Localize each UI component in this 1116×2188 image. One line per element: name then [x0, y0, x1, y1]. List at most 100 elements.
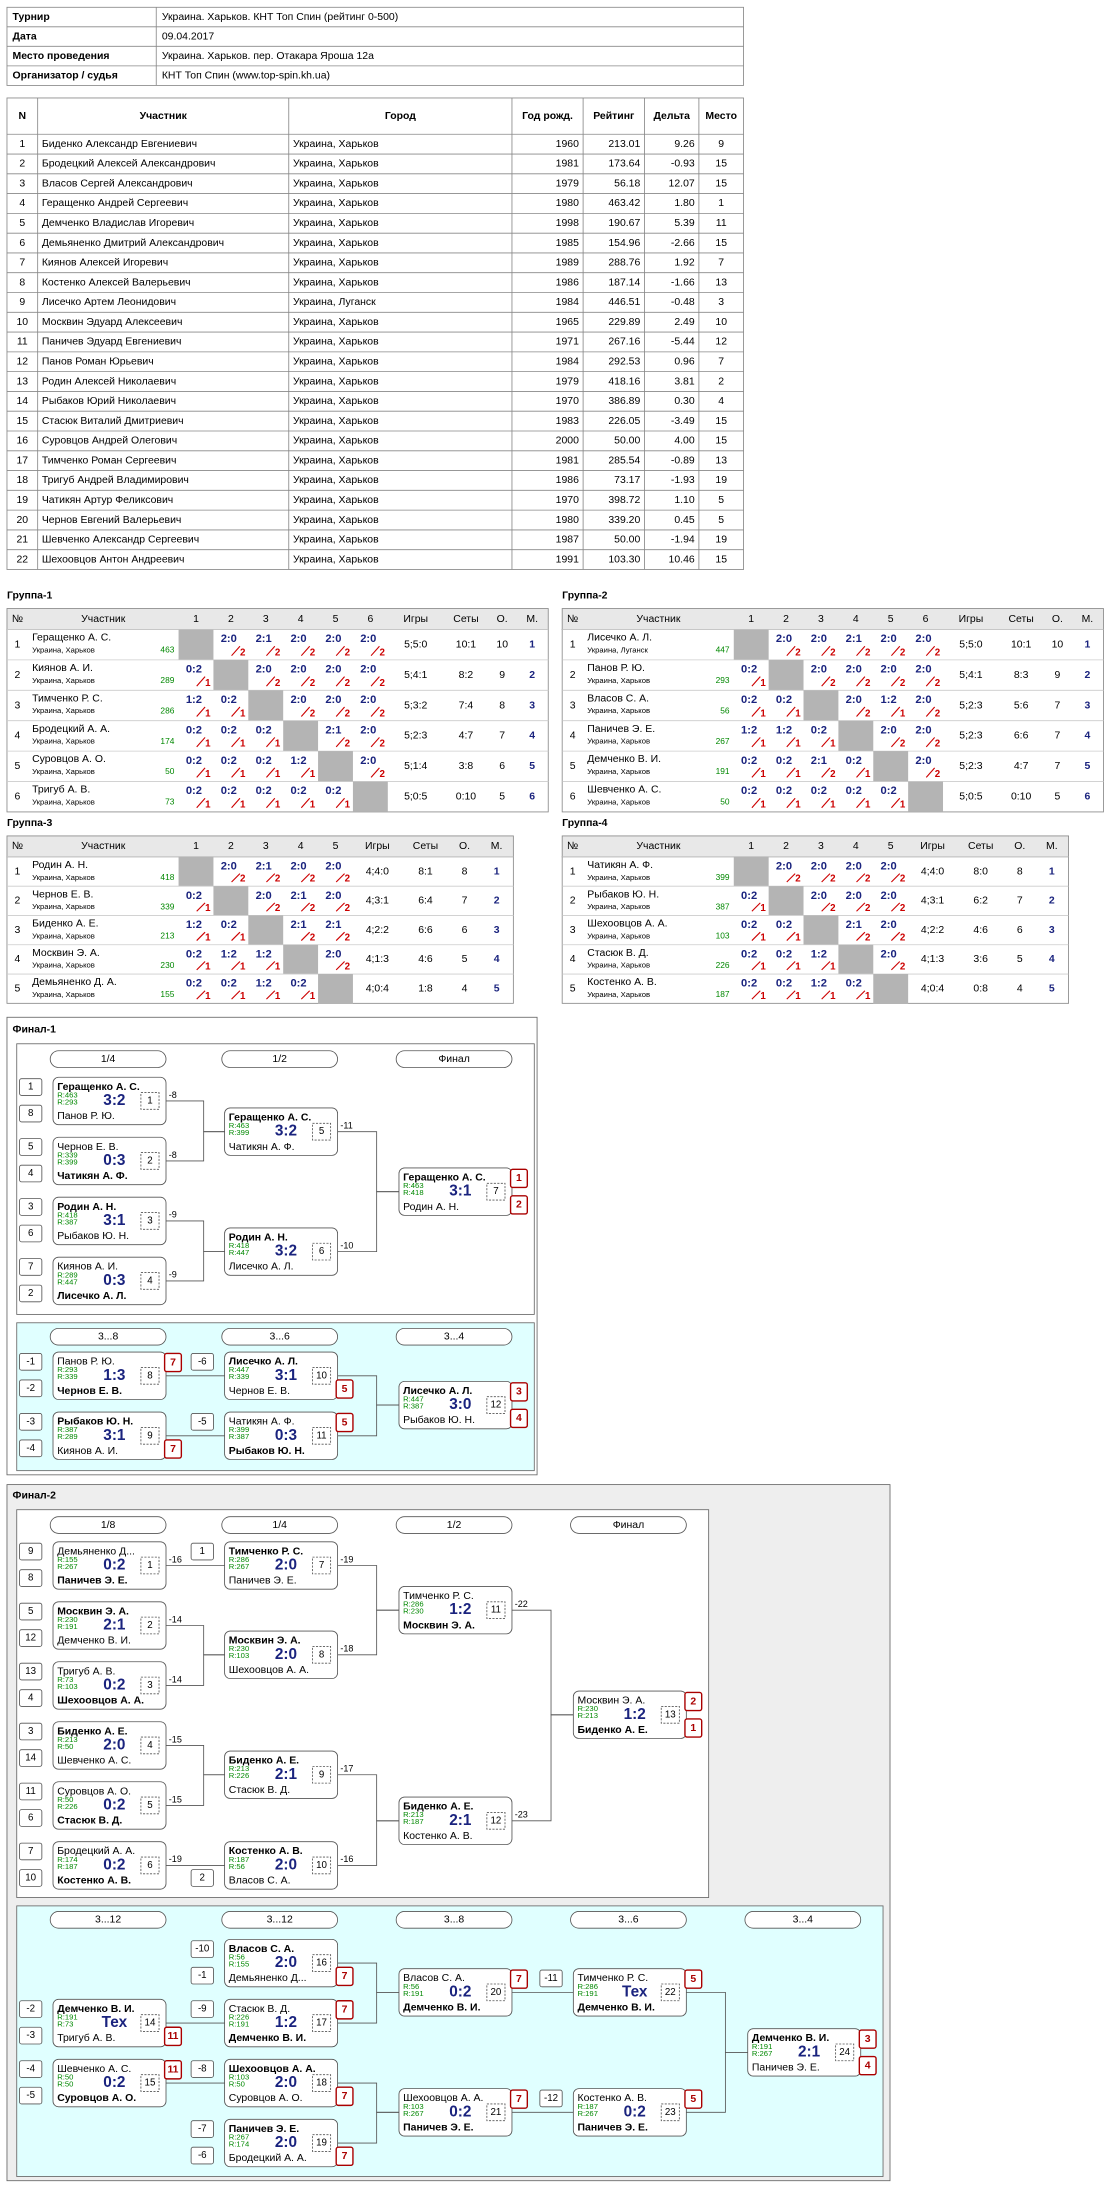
- match-number-box: [312, 2134, 332, 2152]
- player-rating: R:289: [57, 1432, 77, 1441]
- column-header: 3: [263, 841, 269, 852]
- match-score: 0:2: [741, 919, 757, 931]
- seed-box: [190, 1940, 214, 1958]
- score-slash: [890, 676, 901, 687]
- match-box: [398, 2088, 513, 2137]
- match-score: 2:1: [811, 755, 827, 767]
- seed: -10: [195, 1944, 210, 1955]
- match-score: 0:2: [256, 785, 272, 797]
- player-name: Шехоовцов А. А.: [229, 1665, 309, 1676]
- table-cell: -1.94: [671, 535, 695, 546]
- column-header: Игры: [920, 841, 945, 852]
- match-score: 0:2: [624, 2103, 646, 2120]
- group-points: 9: [1054, 670, 1060, 681]
- seed: -3: [26, 1416, 35, 1427]
- group-games: 4;3:1: [921, 896, 944, 907]
- empty-cell: [908, 781, 944, 812]
- player-name: Паничев Э. Е.: [752, 2062, 820, 2073]
- score-slash: [335, 706, 345, 717]
- match-score: Тех: [102, 2014, 128, 2031]
- table-cell: Украина, Луганск: [293, 297, 376, 308]
- seed-box: [19, 2086, 43, 2105]
- seed-box: [190, 1966, 214, 1985]
- match-number: 11: [316, 1430, 326, 1441]
- match-score: 2:1: [256, 861, 272, 873]
- match-box: [52, 1841, 167, 1890]
- score-slash: [821, 645, 831, 657]
- player-rating: R:191: [403, 1989, 423, 1998]
- place-box: [509, 1195, 529, 1215]
- table-cell: Украина, Харьков: [293, 535, 379, 546]
- player-name: Геращенко А. С.: [32, 633, 111, 644]
- loser-destination: -14: [169, 1674, 182, 1684]
- score-slash: [370, 706, 380, 717]
- place-box: [163, 2026, 183, 2047]
- table-cell: 15: [16, 416, 28, 427]
- match-number: 9: [147, 1430, 152, 1441]
- group-place: 2: [494, 896, 500, 907]
- player-rating: 50: [720, 797, 730, 807]
- match-points: 2: [900, 739, 906, 750]
- match-points: 2: [900, 874, 906, 885]
- score-slash: [751, 902, 761, 912]
- match-score: 2:0: [360, 694, 376, 706]
- match-score: 1:2: [741, 724, 757, 736]
- match-score: 2:0: [290, 694, 306, 706]
- player-name: Бродецкий А. А.: [32, 724, 110, 735]
- table-cell: 1986: [556, 475, 579, 486]
- match-points: 2: [865, 874, 871, 885]
- place-box: [509, 2089, 529, 2109]
- group-place: 6: [1084, 791, 1090, 802]
- row-number: 2: [570, 896, 576, 907]
- column-header: 2: [783, 841, 789, 852]
- match-score: 1:2: [186, 694, 202, 706]
- match-points: 2: [240, 874, 246, 885]
- player-rating: R:463: [229, 1121, 249, 1130]
- match-score: 0:2: [741, 755, 757, 767]
- empty-cell: [178, 856, 214, 887]
- player-name: Панов Р. Ю.: [57, 1111, 115, 1122]
- player-rating: R:387: [57, 1425, 77, 1434]
- match-score: 0:2: [103, 1557, 125, 1574]
- score-slash: [335, 931, 345, 941]
- player-name: Бродецкий А. А.: [57, 1846, 135, 1857]
- score-slash: [821, 990, 831, 1000]
- empty-cell: [213, 886, 249, 916]
- table-cell: Биденко Александр Евгениевич: [42, 139, 197, 150]
- player-name: Шехоовцов А. А.: [57, 1696, 144, 1707]
- match-points: 2: [345, 962, 351, 973]
- column-header: Дельта: [653, 111, 690, 122]
- table-cell: 14: [16, 396, 28, 407]
- player-rating: R:267: [229, 1562, 249, 1571]
- match-score: 1:2: [881, 694, 897, 706]
- table-cell: 4: [19, 198, 25, 209]
- table-cell: 386.89: [608, 396, 640, 407]
- match-points: 2: [345, 739, 351, 750]
- player-name: Демьяненко Д...: [57, 1546, 135, 1557]
- match-points: 2: [310, 932, 316, 943]
- match-points: 1: [205, 708, 211, 719]
- match-number-box: [660, 2103, 680, 2122]
- match-score: 1:2: [275, 2014, 297, 2031]
- player-rating: R:103: [403, 2102, 423, 2111]
- group-place: 4: [1049, 954, 1055, 965]
- player-name: Родин А. Н.: [32, 860, 88, 871]
- table-cell: Украина, Харьков: [293, 178, 379, 189]
- match-score: 0:3: [103, 1272, 125, 1289]
- header-label: Место проведения: [13, 51, 110, 62]
- match-number-box: [312, 2074, 332, 2092]
- player-rating: 191: [716, 766, 730, 776]
- round-title: 1/4: [272, 1520, 287, 1531]
- match-points: 2: [380, 739, 386, 750]
- match-score: 2:0: [881, 861, 897, 873]
- round-title: 3...8: [98, 1331, 119, 1342]
- player-name: Демченко В. И.: [587, 754, 661, 765]
- match-score: 2:1: [275, 1766, 298, 1783]
- group-points: 6: [1017, 925, 1023, 936]
- score-slash: [370, 645, 380, 657]
- table-cell: Украина, Харьков: [293, 337, 379, 348]
- table-cell: 13: [16, 376, 28, 387]
- seed: 3: [28, 1726, 33, 1737]
- header-value: Украина. Харьков. пер. Отакара Яроша 12а: [162, 51, 374, 62]
- match-number-box: [140, 1426, 160, 1445]
